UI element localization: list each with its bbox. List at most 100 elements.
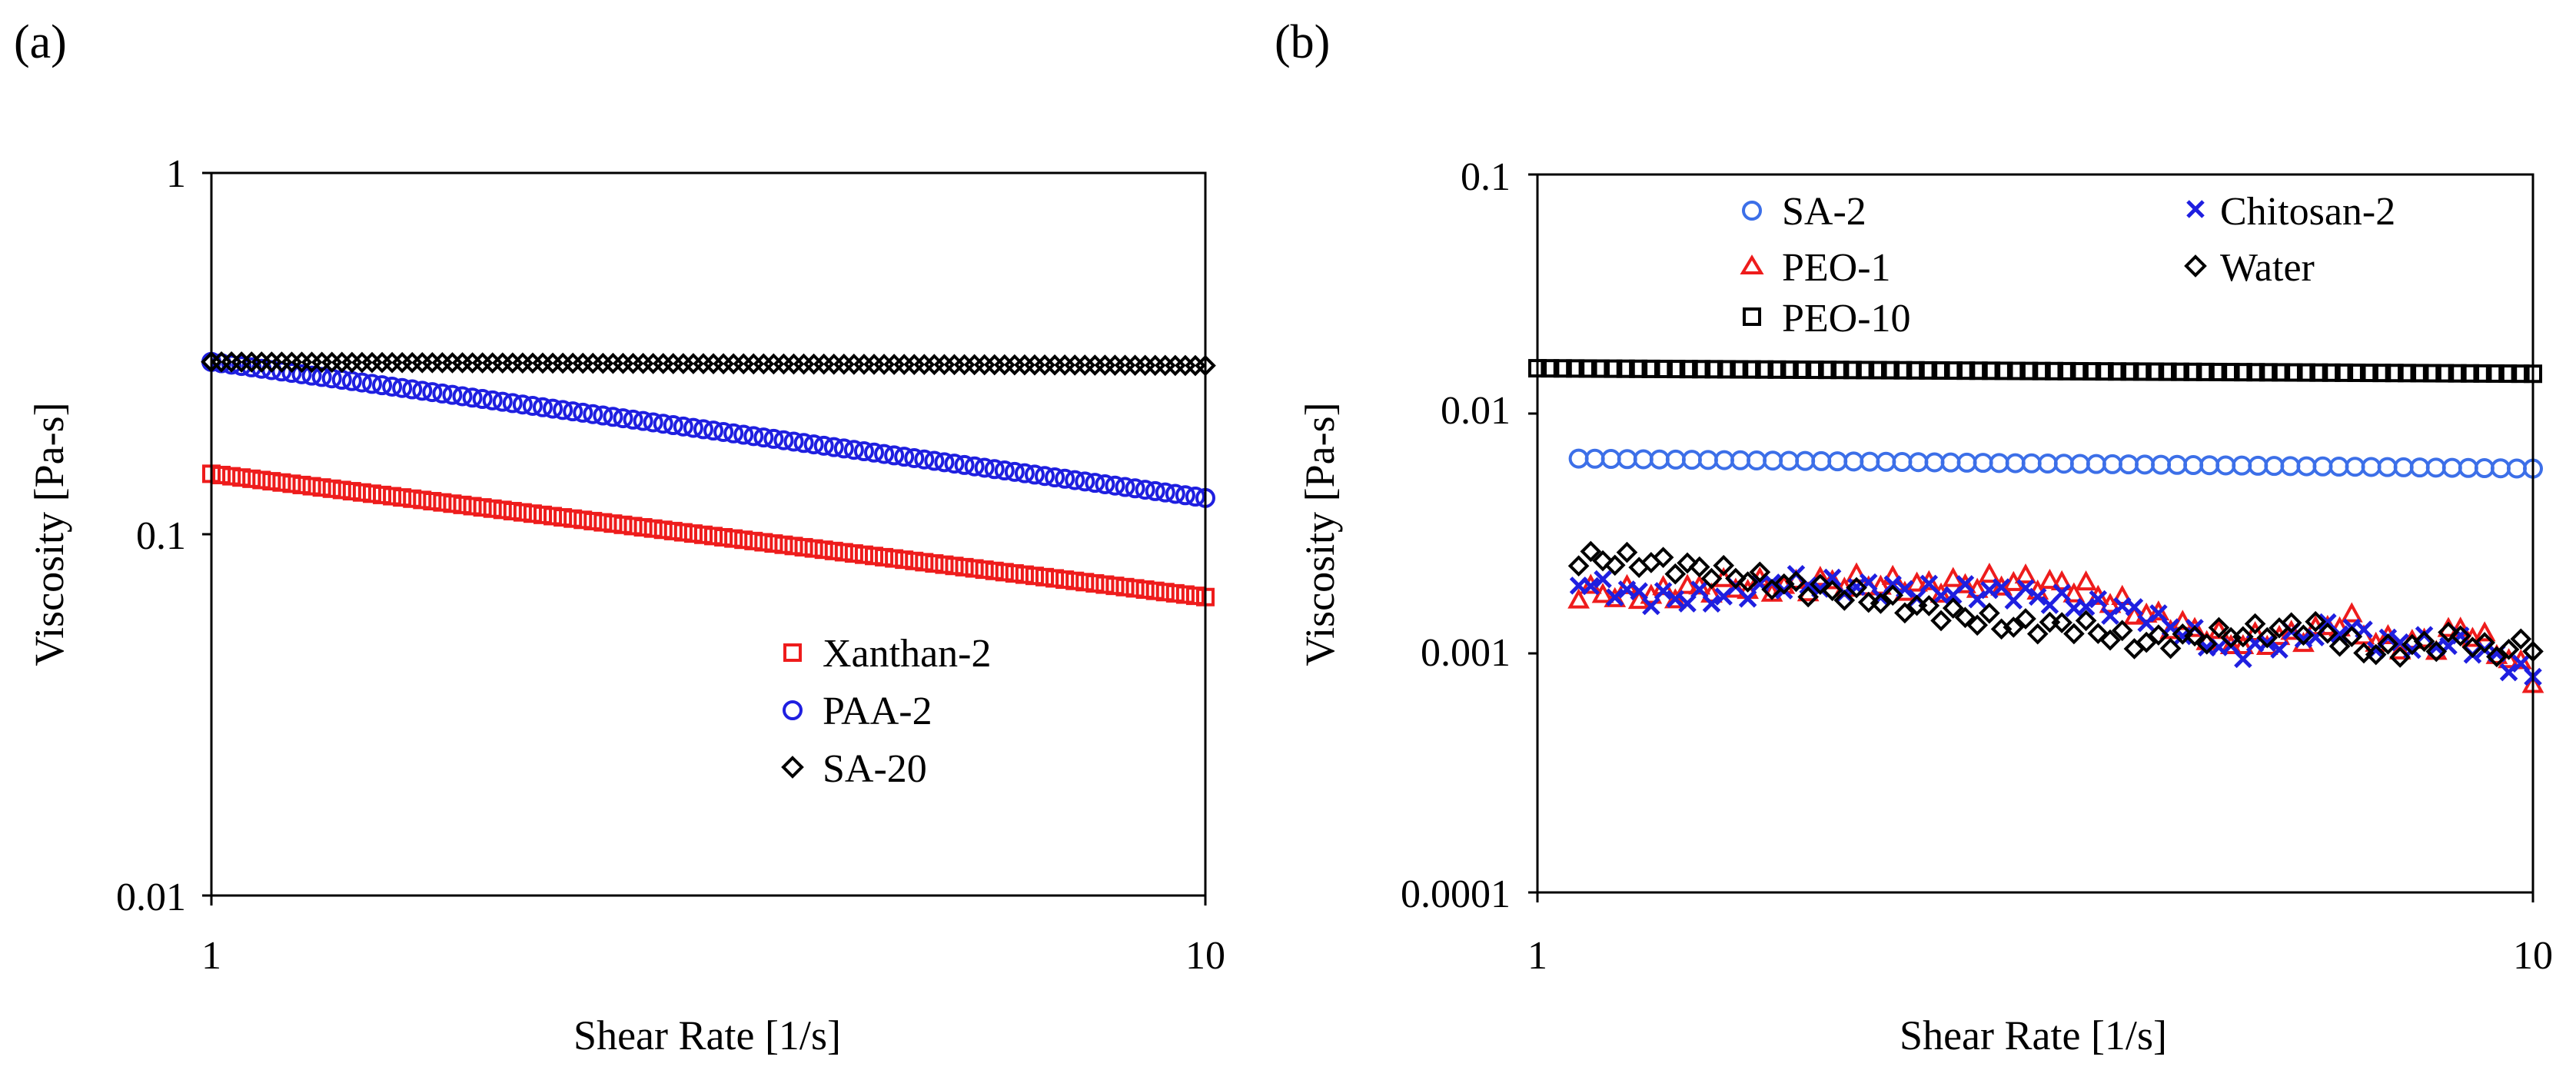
series-peo-10-point-45 bbox=[2095, 362, 2114, 381]
series-water-point-48 bbox=[2148, 624, 2169, 646]
panel-a: (a) Viscosity [Pa-s] Shear Rate [1/s] 1 … bbox=[14, 16, 1225, 1058]
legend-label-sa-20: SA-20 bbox=[823, 747, 927, 791]
series-peo-1-point-8 bbox=[1664, 588, 1687, 609]
series-sa-2-point-53 bbox=[2425, 457, 2446, 478]
series-water-point-51 bbox=[2184, 625, 2205, 647]
series-xanthan-2-point-65 bbox=[854, 545, 873, 564]
series-xanthan-2-point-81 bbox=[1015, 565, 1034, 584]
series-paa-2-point-52 bbox=[723, 423, 744, 444]
series-xanthan-2-point-29 bbox=[493, 500, 512, 520]
series-peo-10-point-78 bbox=[2511, 364, 2530, 384]
series-water-point-12 bbox=[1713, 554, 1734, 577]
series-paa-2-point-97 bbox=[1175, 485, 1195, 506]
series-paa-2-point-32 bbox=[522, 395, 543, 416]
series-sa-2-point-30 bbox=[2053, 454, 2074, 474]
series-sa-2-point-48 bbox=[2345, 457, 2365, 477]
panel-b-label: (b) bbox=[1275, 16, 1330, 68]
series-chitosan-2-point-48 bbox=[2149, 604, 2168, 623]
series-water-point-10 bbox=[1688, 556, 1710, 578]
panel-a-marks bbox=[201, 351, 1216, 606]
panel-b: (b) Viscosity [Pa-s] Shear Rate [1/s] 1 … bbox=[1275, 16, 2553, 1058]
series-paa-2-point-85 bbox=[1055, 468, 1075, 489]
series-xanthan-2-point-27 bbox=[473, 498, 492, 517]
series-xanthan-2-point-63 bbox=[834, 543, 853, 562]
series-xanthan-2-point-93 bbox=[1135, 580, 1155, 600]
series-paa-2-point-40 bbox=[603, 407, 623, 427]
series-xanthan-2-point-21 bbox=[413, 490, 432, 510]
series-paa-2-point-60 bbox=[803, 434, 824, 455]
series-paa-2-point-37 bbox=[573, 402, 593, 423]
legend-label-sa-2: SA-2 bbox=[1782, 190, 1866, 234]
series-sa-2-point-20 bbox=[1892, 452, 1913, 473]
series-chitosan-2-point-1 bbox=[1581, 577, 1600, 596]
panel-b-ytick-label-0: 0.0001 bbox=[1401, 872, 1511, 916]
series-xanthan-2-point-55 bbox=[754, 533, 773, 552]
series-xanthan-2-point-60 bbox=[804, 539, 823, 558]
series-sa-2-point-58 bbox=[2506, 458, 2527, 479]
series-xanthan-2-point-78 bbox=[985, 561, 1004, 580]
series-sa-2-point-26 bbox=[1989, 453, 2009, 474]
legend-marker-xanthan-2 bbox=[783, 643, 802, 662]
series-peo-10-point-58 bbox=[2259, 363, 2278, 382]
series-water-point-18 bbox=[1785, 570, 1807, 593]
series-sa-2-point-17 bbox=[1843, 451, 1864, 472]
series-paa-2-point-76 bbox=[964, 456, 985, 477]
series-water-point-75 bbox=[2474, 632, 2495, 653]
series-xanthan-2-point-34 bbox=[543, 507, 563, 526]
series-water-point-25 bbox=[1870, 593, 1892, 614]
series-paa-2-point-68 bbox=[884, 445, 905, 466]
series-chitosan-2-point-77 bbox=[2499, 663, 2518, 682]
series-paa-2 bbox=[201, 351, 1215, 508]
series-sa-2-point-22 bbox=[1924, 452, 1945, 473]
series-water-point-36 bbox=[2003, 616, 2025, 638]
series-xanthan-2-point-12 bbox=[322, 479, 341, 498]
series-xanthan-2-point-90 bbox=[1105, 577, 1125, 596]
series-xanthan-2-point-31 bbox=[513, 503, 532, 522]
legend-marker-sa-2 bbox=[1742, 201, 1762, 221]
series-paa-2-point-11 bbox=[311, 367, 332, 387]
series-paa-2-point-62 bbox=[823, 437, 844, 457]
series-peo-10-point-5 bbox=[1590, 359, 1610, 378]
series-water-point-31 bbox=[1942, 597, 1964, 619]
series-chitosan-2-point-3 bbox=[1605, 588, 1624, 606]
series-xanthan-2-point-13 bbox=[332, 480, 351, 500]
series-peo-10-point-8 bbox=[1629, 359, 1648, 378]
series-paa-2-point-41 bbox=[613, 408, 633, 429]
series-peo-1-point-0 bbox=[1567, 588, 1590, 609]
series-xanthan-2-point-38 bbox=[583, 511, 603, 530]
series-xanthan-2-point-97 bbox=[1175, 585, 1195, 604]
series-xanthan-2-point-23 bbox=[433, 493, 452, 512]
series-sa-20 bbox=[201, 351, 1216, 377]
series-xanthan-2-point-42 bbox=[623, 517, 643, 536]
series-paa-2-point-50 bbox=[703, 420, 724, 441]
series-xanthan-2-point-76 bbox=[965, 559, 984, 578]
series-xanthan-2-point-50 bbox=[704, 527, 723, 546]
series-water-point-49 bbox=[2159, 637, 2182, 660]
series-chitosan-2-point-10 bbox=[1690, 580, 1709, 599]
series-water-point-53 bbox=[2208, 616, 2230, 639]
series-water-point-66 bbox=[2365, 643, 2387, 666]
legend-marker-paa-2 bbox=[783, 700, 803, 720]
series-water-point-22 bbox=[1833, 590, 1856, 611]
series-sa-2-point-36 bbox=[2151, 454, 2172, 475]
series-peo-10-point-38 bbox=[2006, 361, 2026, 380]
series-sa-2-point-6 bbox=[1665, 449, 1686, 470]
series-peo-10-point-53 bbox=[2195, 362, 2215, 381]
series-peo-10-point-3 bbox=[1566, 359, 1585, 378]
series-peo-10-point-71 bbox=[2422, 364, 2441, 383]
series-paa-2-point-59 bbox=[793, 433, 814, 454]
series-water-point-72 bbox=[2438, 621, 2459, 643]
series-water-point-26 bbox=[1882, 584, 1903, 606]
series-paa-2-point-55 bbox=[753, 427, 774, 448]
series-peo-10-point-22 bbox=[1805, 361, 1824, 380]
series-paa-2-point-69 bbox=[894, 447, 915, 467]
series-water-point-1 bbox=[1580, 540, 1602, 563]
series-paa-2-point-51 bbox=[713, 421, 734, 442]
series-chitosan-2-point-6 bbox=[1642, 596, 1660, 616]
series-paa-2-point-86 bbox=[1065, 470, 1085, 490]
series-peo-10-point-9 bbox=[1641, 359, 1660, 378]
panel-b-ylabel: Viscosity [Pa-s] bbox=[1297, 402, 1343, 666]
series-water-point-42 bbox=[2075, 610, 2097, 632]
series-water-point-70 bbox=[2413, 630, 2435, 653]
series-sa-2-point-15 bbox=[1811, 450, 1832, 471]
